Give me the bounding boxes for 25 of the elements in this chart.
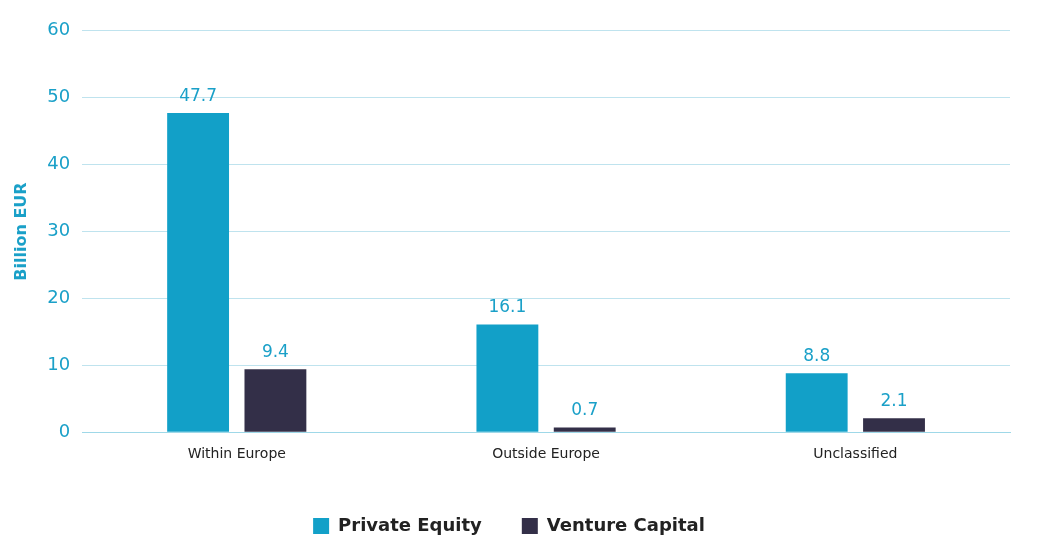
data-label: 47.7	[179, 85, 218, 106]
data-label: 0.7	[571, 399, 599, 420]
data-label: 9.4	[261, 341, 289, 362]
legend-label: Venture Capital	[546, 513, 705, 535]
y-tick-label: 60	[47, 18, 71, 40]
bar	[553, 427, 616, 432]
data-label: 2.1	[880, 390, 908, 411]
y-axis-title: Billion EUR	[10, 182, 30, 281]
x-tick-label: Unclassified	[813, 445, 898, 462]
bar	[244, 369, 307, 432]
bar	[476, 324, 539, 432]
y-tick-label: 10	[47, 352, 71, 374]
x-tick-label: Outside Europe	[492, 445, 600, 462]
y-tick-label: 30	[47, 219, 71, 241]
y-tick-label: 50	[47, 85, 71, 107]
y-tick-label: 20	[47, 286, 71, 308]
bar	[785, 373, 848, 432]
y-tick-label: 0	[58, 419, 71, 441]
data-label: 8.8	[803, 345, 831, 366]
bar	[167, 113, 230, 432]
bar	[863, 418, 925, 432]
legend-label: Private Equity	[338, 513, 483, 535]
y-tick-label: 40	[47, 152, 71, 174]
x-tick-label: Within Europe	[187, 445, 286, 462]
data-label: 16.1	[488, 296, 527, 317]
